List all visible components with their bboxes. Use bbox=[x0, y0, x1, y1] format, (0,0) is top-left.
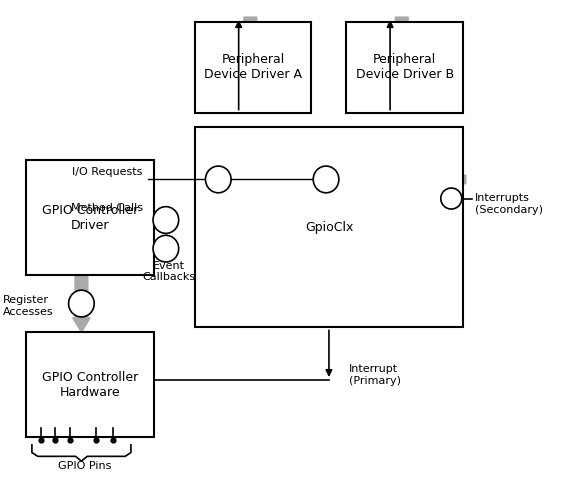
Bar bbox=[26, 160, 154, 275]
Text: GPIO Controller
Driver: GPIO Controller Driver bbox=[42, 204, 138, 232]
FancyArrow shape bbox=[195, 213, 329, 227]
Ellipse shape bbox=[205, 166, 231, 193]
FancyArrow shape bbox=[73, 275, 90, 332]
Text: Register
Accesses: Register Accesses bbox=[3, 295, 54, 317]
Text: Interrupt
(Primary): Interrupt (Primary) bbox=[349, 364, 402, 386]
Text: GPIO Controller
Hardware: GPIO Controller Hardware bbox=[42, 371, 138, 399]
Bar bbox=[195, 22, 312, 113]
Text: Peripheral
Device Driver A: Peripheral Device Driver A bbox=[204, 53, 302, 81]
Bar bbox=[195, 127, 463, 327]
Text: Method Calls: Method Calls bbox=[71, 203, 142, 213]
Ellipse shape bbox=[69, 290, 94, 317]
Bar bbox=[346, 22, 463, 113]
Text: Peripheral
Device Driver B: Peripheral Device Driver B bbox=[356, 53, 454, 81]
Text: I/O Requests: I/O Requests bbox=[72, 167, 142, 177]
Ellipse shape bbox=[153, 207, 179, 233]
Ellipse shape bbox=[441, 188, 462, 209]
Ellipse shape bbox=[313, 166, 339, 193]
Text: Event
Callbacks: Event Callbacks bbox=[142, 261, 195, 282]
FancyArrow shape bbox=[256, 173, 466, 185]
Text: GpioClx: GpioClx bbox=[305, 221, 353, 234]
FancyArrow shape bbox=[393, 17, 410, 113]
Text: Interrupts
(Secondary): Interrupts (Secondary) bbox=[475, 194, 543, 215]
Text: GPIO Pins: GPIO Pins bbox=[58, 461, 111, 471]
Ellipse shape bbox=[153, 235, 179, 262]
Bar bbox=[26, 332, 154, 437]
FancyArrow shape bbox=[242, 17, 259, 113]
FancyArrow shape bbox=[195, 242, 329, 256]
